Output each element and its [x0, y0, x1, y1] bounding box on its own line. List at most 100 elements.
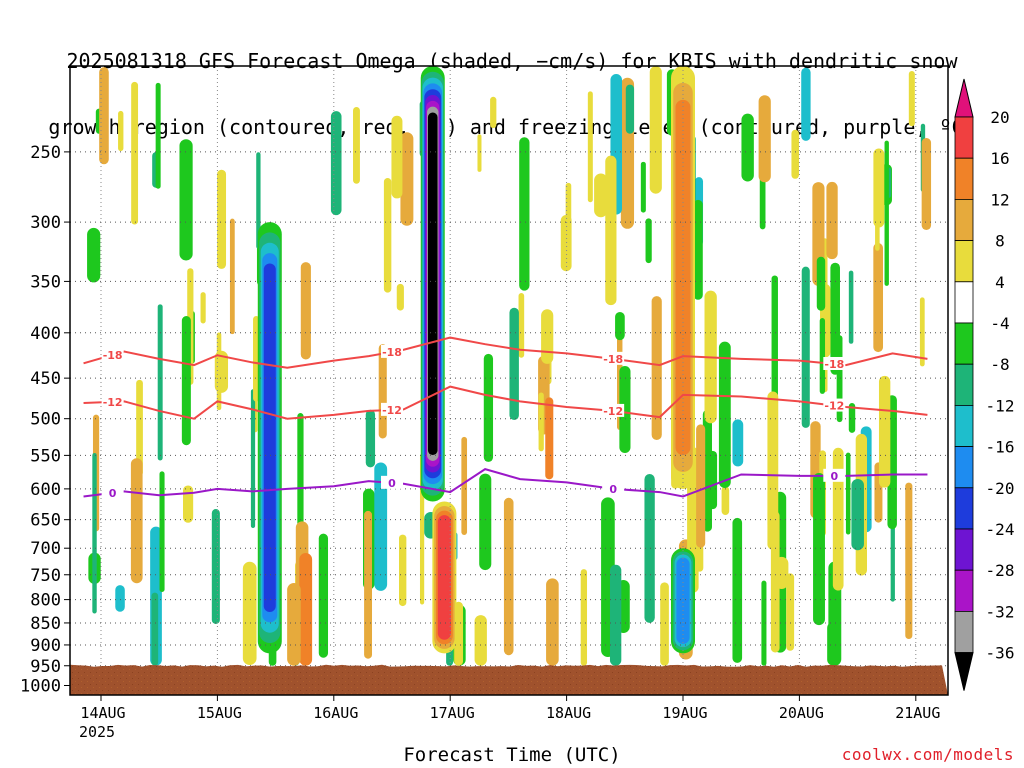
- colorbar-segment: [954, 116, 974, 159]
- omega-streak: [490, 96, 497, 128]
- colorbar-segment: [954, 487, 974, 530]
- omega-streak: [786, 573, 795, 651]
- temperature-contours: -18 -18 -18 -18 -12 -12 -12 -12 0 0 0 0: [83, 336, 928, 500]
- colorbar-tick-label: -8: [990, 355, 1009, 374]
- contour-line: [83, 468, 928, 498]
- contour-label-bg: [381, 344, 403, 358]
- contour-label: 0: [388, 477, 396, 490]
- omega-shading: [87, 66, 932, 666]
- omega-streak: [287, 582, 301, 666]
- omega-streak: [580, 569, 588, 666]
- omega-streak: [732, 419, 744, 467]
- contour-line: [83, 336, 928, 369]
- omega-streak: [157, 304, 163, 461]
- omega-streak: [644, 474, 655, 623]
- omega-streak: [155, 82, 161, 189]
- omega-streak: [519, 137, 530, 291]
- omega-streak: [878, 375, 891, 488]
- x-tick-label: 17AUG: [430, 704, 475, 722]
- contour-label: 0: [830, 470, 838, 483]
- omega-streak: [479, 473, 492, 571]
- y-tick-label: 800: [30, 591, 61, 611]
- omega-streak: [461, 436, 468, 535]
- colorbar-segment: [954, 528, 974, 571]
- omega-streak: [615, 311, 625, 341]
- omega-streak: [130, 458, 143, 584]
- x-tick-label: 15AUG: [197, 704, 242, 722]
- omega-streak: [651, 296, 662, 441]
- omega-streak: [660, 582, 669, 666]
- omega-feature-band: [263, 263, 276, 612]
- contour-label: -12: [382, 404, 402, 417]
- omega-streak: [216, 332, 222, 411]
- omega-streak: [741, 113, 754, 182]
- omega-streak: [908, 71, 915, 127]
- colorbar-segment: [954, 569, 974, 612]
- omega-streak: [330, 111, 342, 216]
- y-tick-label: 350: [30, 272, 61, 292]
- omega-streak: [151, 592, 159, 666]
- below-ground-region: [70, 664, 948, 695]
- omega-streak: [300, 262, 311, 360]
- omega-streak: [767, 391, 779, 550]
- omega-streak: [827, 621, 840, 666]
- colorbar-segment: [954, 363, 974, 406]
- omega-streak: [587, 91, 593, 203]
- contour-label-bg: [381, 402, 403, 416]
- omega-streak: [545, 397, 554, 480]
- omega-feature-band: [437, 515, 451, 640]
- plot-frame: [69, 65, 949, 696]
- contour-label-bg: [602, 351, 625, 365]
- omega-streak: [217, 169, 227, 269]
- omega-streak: [92, 452, 97, 614]
- omega-streak: [483, 353, 494, 462]
- omega-feature-band: [427, 112, 438, 456]
- colorbar-segment: [954, 157, 974, 200]
- omega-streak: [200, 292, 206, 324]
- colorbar-tick-label: 12: [990, 190, 1009, 209]
- omega-streak: [118, 110, 124, 152]
- omega-streak: [242, 561, 257, 666]
- y-tick-label: 300: [30, 213, 61, 233]
- omega-streak: [399, 534, 407, 607]
- colorbar-tick-label: 8: [995, 232, 1005, 251]
- colorbar-tick-label: -16: [986, 438, 1015, 457]
- x-tick-label: 19AUG: [662, 704, 707, 722]
- colorbar-segment: [954, 322, 974, 365]
- omega-streak: [256, 152, 261, 249]
- y-tick-label: 850: [30, 614, 61, 634]
- colorbar-segment: [954, 281, 974, 324]
- contour-label-bg: [602, 403, 625, 417]
- omega-streak: [181, 316, 191, 446]
- credit-link[interactable]: coolwx.com/models: [841, 745, 1014, 764]
- omega-streak: [848, 403, 856, 433]
- omega-streak: [211, 509, 220, 624]
- y-tick-label: 650: [30, 511, 61, 531]
- omega-streak: [801, 67, 811, 141]
- omega-streak: [832, 447, 844, 591]
- colorbar-top-arrow: [954, 78, 974, 118]
- omega-streak: [546, 578, 559, 666]
- omega-streak: [538, 392, 544, 452]
- omega-streak: [136, 379, 143, 477]
- x-tick-label: 14AUG: [80, 704, 125, 722]
- contour-label-bg: [101, 347, 124, 361]
- omega-streak: [477, 134, 482, 172]
- colorbar-bottom-arrow: [954, 652, 974, 691]
- y-tick-label: 250: [30, 143, 61, 163]
- omega-streak: [845, 452, 851, 535]
- omega-streak: [693, 199, 703, 300]
- omega-streak: [625, 84, 635, 134]
- omega-feature-band: [675, 99, 691, 456]
- contour-label: -12: [603, 405, 623, 418]
- omega-streak: [813, 473, 825, 626]
- omega-streak: [297, 413, 304, 527]
- omega-streak: [179, 139, 193, 261]
- omega-streak: [353, 106, 360, 184]
- contour-label-bg: [823, 356, 846, 370]
- omega-streak: [905, 482, 913, 639]
- omega-streak: [99, 67, 109, 165]
- x-tick-label: 16AUG: [313, 704, 358, 722]
- colorbar-tick-label: -28: [986, 561, 1015, 580]
- x-tick-label: 20AUG: [779, 704, 824, 722]
